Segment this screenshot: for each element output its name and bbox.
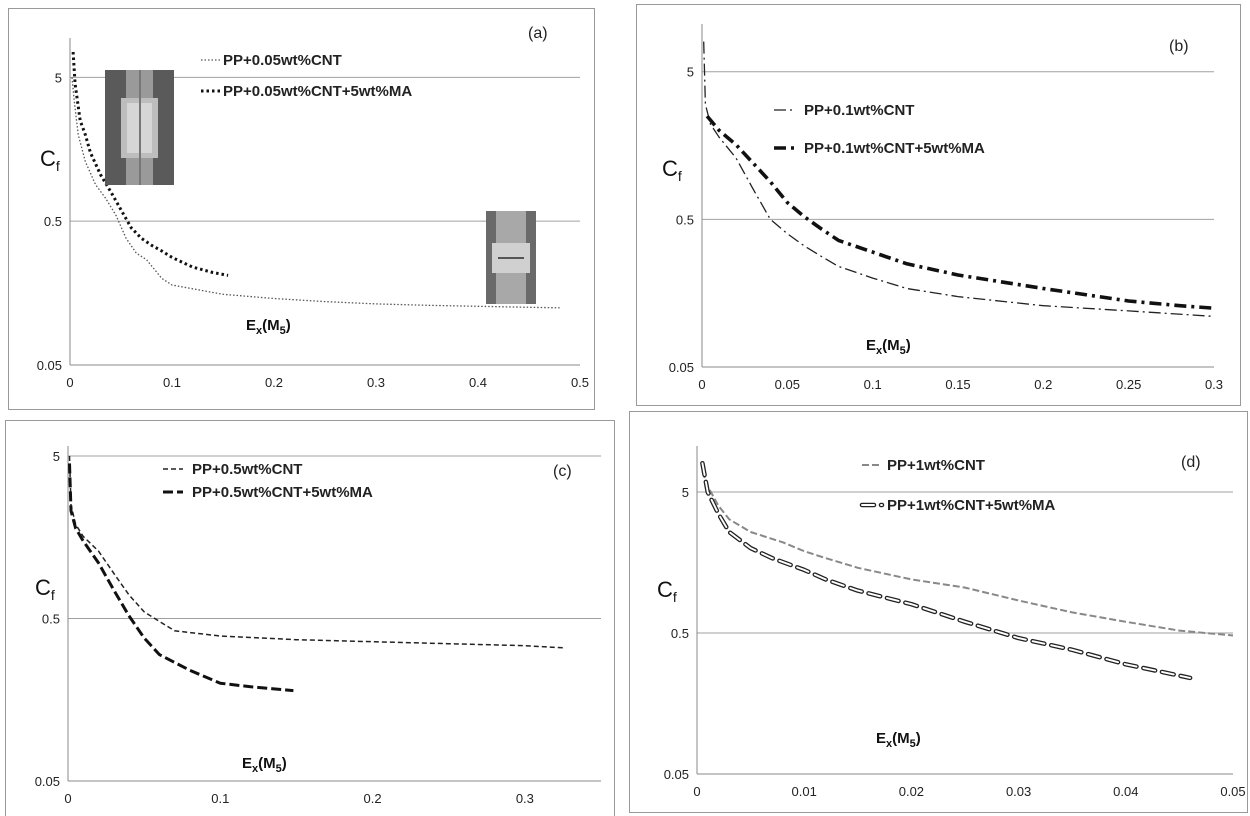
panel-frame — [629, 411, 1248, 813]
series-line-pp-0-5wt-cnt — [68, 455, 563, 649]
y-tick-label: 5 — [687, 65, 694, 80]
x-tick-label: 0.1 — [163, 375, 181, 390]
panel-label: (a) — [528, 25, 548, 42]
x-tick-label: 0.15 — [945, 377, 970, 392]
x-tick-label: 0.04 — [1113, 784, 1138, 799]
x-tick-labels: 0 0.1 0.2 0.3 — [64, 791, 534, 806]
x-axis-title: Ex(M5) — [246, 317, 291, 337]
x-tick-label: 0.03 — [1006, 784, 1031, 799]
y-tick-labels: 0.05 0.5 5 — [664, 485, 689, 782]
legend-entry: PP+0.1wt%CNT+5wt%MA — [804, 140, 985, 157]
y-tick-labels: 0.05 0.5 5 — [669, 65, 694, 375]
x-tick-label: 0.3 — [1205, 377, 1223, 392]
x-tick-label: 0 — [66, 375, 73, 390]
series-line-pp-0-1wt-cnt-5wt-ma — [705, 114, 1215, 310]
legend-entry: PP+0.05wt%CNT — [223, 52, 342, 69]
legend-entry: PP+0.5wt%CNT — [192, 461, 302, 478]
y-tick-label: 0.5 — [671, 626, 689, 641]
x-tick-label: 0.1 — [864, 377, 882, 392]
gridlines — [701, 24, 1214, 368]
y-tick-label: 5 — [55, 70, 62, 85]
x-tick-label: 0.01 — [792, 784, 817, 799]
chart-panel-d: 0 0.01 0.02 0.03 0.04 0.05 0.05 0.5 5 (d) PP+1w… — [629, 411, 1248, 813]
legend-entry: PP+1wt%CNT+5wt%MA — [887, 497, 1056, 514]
chart-panel-b: 0 0.05 0.1 0.15 0.2 0.25 0.3 0.05 0.5 5 (b) PP+0… — [636, 4, 1241, 406]
x-tick-label: 0.25 — [1116, 377, 1141, 392]
gridlines — [67, 446, 601, 782]
y-axis-title: Cf — [657, 577, 677, 605]
x-tick-labels: 0 0.01 0.02 0.03 0.04 0.05 — [693, 784, 1245, 799]
series-line-pp-1wt-cnt-5wt-ma-inner — [701, 462, 1192, 679]
series-line-pp-0-5wt-cnt-5wt-ma — [68, 463, 294, 693]
plot-lines — [703, 41, 1215, 318]
micrograph-inset-before — [105, 70, 174, 185]
x-tick-label: 0.2 — [364, 791, 382, 806]
plot-lines — [71, 51, 560, 309]
panel-label: (b) — [1169, 38, 1189, 55]
y-tick-labels: 0.05 0.5 5 — [35, 449, 60, 789]
y-tick-label: 0.5 — [44, 214, 62, 229]
y-tick-label: 5 — [53, 449, 60, 464]
y-axis-title: Cf — [35, 575, 55, 603]
y-tick-label: 5 — [682, 485, 689, 500]
y-tick-label: 0.05 — [669, 360, 694, 375]
y-axis-title: Cf — [40, 146, 60, 174]
x-axis-title: Ex(M5) — [242, 755, 287, 775]
x-tick-labels: 0 0.05 0.1 0.15 0.2 0.25 0.3 — [698, 377, 1223, 392]
series-line-pp-0-05wt-cnt — [71, 77, 560, 309]
gridlines — [696, 446, 1233, 775]
x-tick-label: 0.5 — [571, 375, 589, 390]
x-tick-label: 0.4 — [469, 375, 487, 390]
x-tick-label: 0.2 — [265, 375, 283, 390]
y-axis-title: Cf — [662, 156, 682, 184]
x-tick-label: 0.1 — [211, 791, 229, 806]
y-tick-label: 0.05 — [664, 767, 689, 782]
y-tick-label: 0.05 — [35, 774, 60, 789]
chart-panel-a: 0 0.1 0.2 0.3 0.4 0.5 0.05 0.5 5 (a) PP+0.05wt%… — [8, 8, 595, 410]
legend: PP+1wt%CNT PP+1wt%CNT+5wt%MA — [859, 457, 1056, 514]
x-axis-title: Ex(M5) — [866, 337, 911, 357]
legend: PP+0.1wt%CNT PP+0.1wt%CNT+5wt%MA — [774, 102, 985, 157]
x-tick-label: 0.02 — [899, 784, 924, 799]
series-line-pp-0-1wt-cnt — [703, 41, 1215, 318]
series-line-pp-0-05wt-cnt-5wt-ma — [71, 51, 229, 277]
legend-entry: PP+0.1wt%CNT — [804, 102, 914, 119]
y-tick-label: 0.5 — [42, 612, 60, 627]
micrograph-inset-after — [486, 211, 536, 304]
legend-entry: PP+1wt%CNT — [887, 457, 985, 474]
series-line-pp-1wt-cnt — [701, 471, 1234, 637]
x-tick-label: 0 — [64, 791, 71, 806]
x-tick-label: 0.05 — [1220, 784, 1245, 799]
legend: PP+0.5wt%CNT PP+0.5wt%CNT+5wt%MA — [163, 461, 373, 501]
y-tick-label: 0.5 — [676, 212, 694, 227]
x-tick-labels: 0 0.1 0.2 0.3 0.4 0.5 — [66, 375, 589, 390]
panel-label: (d) — [1181, 454, 1201, 471]
panel-label: (c) — [553, 463, 572, 480]
plot-lines — [700, 460, 1234, 681]
legend: PP+0.05wt%CNT PP+0.05wt%CNT+5wt%MA — [201, 52, 412, 100]
x-tick-label: 0.3 — [516, 791, 534, 806]
plot-lines — [68, 455, 563, 693]
x-tick-label: 0.05 — [775, 377, 800, 392]
y-tick-label: 0.05 — [37, 358, 62, 373]
x-tick-label: 0 — [693, 784, 700, 799]
x-tick-label: 0.2 — [1034, 377, 1052, 392]
y-tick-labels: 0.05 0.5 5 — [37, 70, 62, 373]
legend-entry: PP+0.5wt%CNT+5wt%MA — [192, 484, 373, 501]
legend-entry: PP+0.05wt%CNT+5wt%MA — [223, 83, 412, 100]
x-axis-title: Ex(M5) — [876, 730, 921, 750]
panel-frame — [636, 4, 1241, 406]
x-tick-label: 0 — [698, 377, 705, 392]
chart-panel-c: 0 0.1 0.2 0.3 0.050.55 (c) PP+0.5wt%CNTPP+0… — [5, 420, 615, 816]
x-tick-label: 0.3 — [367, 375, 385, 390]
